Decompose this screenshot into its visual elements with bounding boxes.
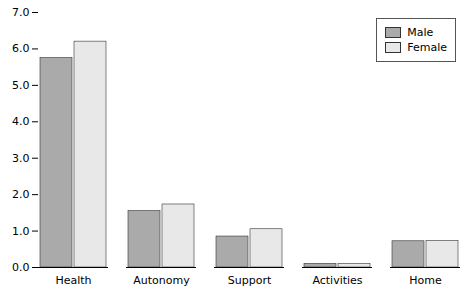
html-text:Male: Male [407, 26, 434, 39]
svg-text:6.0: 6.0 [12, 42, 30, 55]
svg-text:7.0: 7.0 [12, 6, 30, 19]
svg-text:Activities: Activities [312, 274, 362, 287]
svg-text:4.0: 4.0 [12, 115, 30, 128]
svg-text:5.0: 5.0 [12, 79, 30, 92]
html-text:Female: Female [407, 41, 447, 54]
svg-text:0.0: 0.0 [12, 261, 30, 274]
svg-text:Health: Health [55, 274, 91, 287]
svg-text:Home: Home [409, 274, 442, 287]
svg-text:Autonomy: Autonomy [133, 274, 190, 287]
svg-text:Support: Support [228, 274, 272, 287]
svg-text:3.0: 3.0 [12, 152, 30, 165]
svg-text:2.0: 2.0 [12, 188, 30, 201]
svg-text:1.0: 1.0 [12, 225, 30, 238]
